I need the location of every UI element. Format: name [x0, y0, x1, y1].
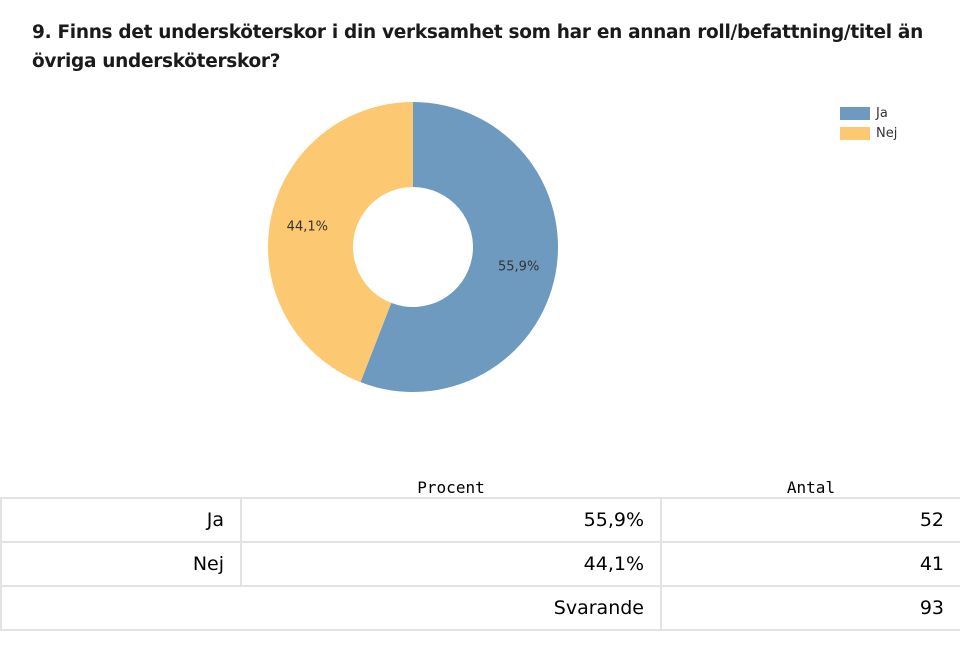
- data-label-ja: 55,9%: [498, 259, 539, 274]
- legend-swatch-nej: [840, 126, 870, 140]
- results-table: Procent Antal Ja 55,9% 52 Nej 44,1% 41 S…: [0, 473, 960, 631]
- row-label: Nej: [0, 541, 242, 587]
- row-procent: 44,1%: [240, 541, 662, 587]
- chart-title: 9. Finns det undersköterskor i din verks…: [32, 22, 923, 72]
- total-label: Svarande: [241, 585, 662, 631]
- legend-label-nej: Nej: [876, 125, 898, 141]
- row-procent: 55,9%: [240, 497, 662, 543]
- table-header-row: Procent Antal: [1, 473, 960, 498]
- legend-label-ja: Ja: [876, 105, 888, 121]
- legend-item-nej: Nej: [840, 123, 897, 143]
- chart-legend: Ja Nej: [840, 103, 897, 143]
- table-row: Nej 44,1% 41: [0, 541, 960, 587]
- legend-item-ja: Ja: [840, 103, 897, 123]
- header-empty: [1, 473, 241, 498]
- row-antal: 52: [660, 497, 960, 543]
- slice-ja: [360, 102, 559, 392]
- row-antal: 41: [660, 541, 960, 587]
- table-total-row: Svarande 93: [0, 585, 960, 631]
- table-row: Ja 55,9% 52: [0, 497, 960, 543]
- header-procent: Procent: [417, 478, 485, 497]
- donut-chart: 55,9% 44,1%: [268, 102, 559, 392]
- total-empty-cell: [0, 585, 241, 631]
- header-antal: Antal: [786, 478, 836, 497]
- total-antal: 93: [660, 585, 960, 631]
- legend-swatch-ja: [840, 106, 870, 120]
- row-label: Ja: [0, 497, 242, 543]
- slice-nej: [268, 102, 413, 383]
- data-label-nej: 44,1%: [287, 220, 328, 235]
